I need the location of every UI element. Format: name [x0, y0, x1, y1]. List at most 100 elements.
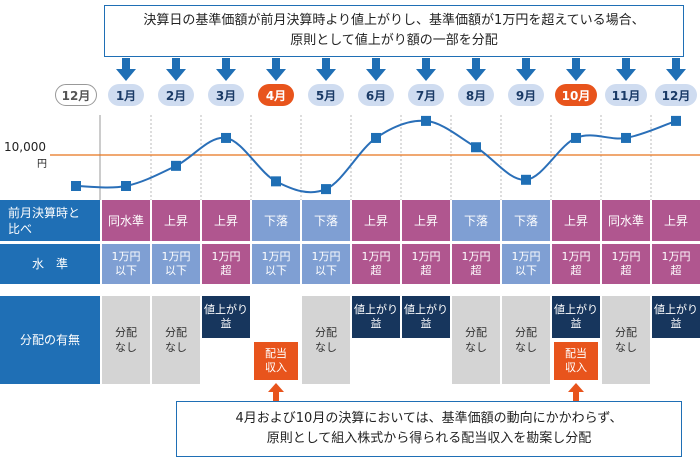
no-distribution-text: なし — [515, 341, 537, 354]
price-line — [75, 119, 677, 194]
month-label: 11月 — [605, 84, 647, 106]
bottom-note-line2: 原則として組入株式から得られる配当収入を勘案し分配 — [266, 431, 592, 446]
gain-distribution-text: 値上がり — [204, 303, 248, 316]
level-cell-text: 超 — [570, 264, 582, 277]
level-cell-text: 以下 — [165, 264, 187, 277]
dividend-distribution-cell: 配当 収入 — [554, 342, 598, 380]
level-cell: 1万円超 — [602, 244, 650, 284]
compare-cell: 上昇 — [352, 200, 400, 241]
gain-distribution-text: 値上がり — [354, 303, 398, 316]
bottom-note-line1: 4月および10月の決算においては、基準価額の動向にかかわらず、 — [235, 411, 623, 426]
data-point — [71, 181, 81, 191]
level-cell-text: 1万円 — [461, 250, 491, 263]
top-note: 決算日の基準価額が前月決算時より値上がりし、基準価額が1万円を超えている場合、 … — [104, 5, 684, 57]
compare-cell: 上昇 — [202, 200, 250, 241]
down-arrow-icon — [166, 58, 186, 81]
level-cell: 1万円 以下 — [502, 244, 550, 284]
dividend-distribution-text: 配当 — [265, 347, 287, 360]
no-distribution-text: なし — [615, 341, 637, 354]
price-chart: 10,000 円 — [4, 115, 700, 200]
data-point — [471, 142, 481, 153]
compare-cell: 上昇 — [652, 200, 700, 241]
month-label: 1月 — [108, 84, 144, 106]
gain-distribution-text: 益 — [670, 317, 682, 330]
down-arrow-icon — [666, 58, 686, 81]
no-distribution-text: 分配 — [315, 326, 337, 339]
distribution-header-label: 分配の有無 — [19, 333, 80, 347]
bottom-note: 4月および10月の決算においては、基準価額の動向にかかわらず、 原則として組入株… — [176, 401, 682, 457]
level-cell-text: 以下 — [115, 264, 137, 277]
level-cell-text: 超 — [670, 264, 682, 277]
down-arrow-icon — [416, 58, 436, 81]
gain-distribution-text: 益 — [420, 317, 432, 330]
month-label: 12月 — [655, 84, 697, 106]
compare-header-line1: 前月決算時と — [8, 205, 81, 220]
up-arrow-icon — [268, 383, 284, 401]
gain-distribution-text: 値上がり — [554, 303, 598, 316]
level-cell-text: 超 — [420, 264, 432, 277]
month-label: 8月 — [458, 84, 494, 106]
no-distribution-text: 分配 — [165, 326, 187, 339]
down-arrow-icon — [216, 58, 236, 81]
month-label: 5月 — [308, 84, 344, 106]
level-cell: 1万円超 — [352, 244, 400, 284]
compare-cell: 上昇 — [552, 200, 600, 241]
gain-distribution-cell: 値上がり益 — [402, 296, 450, 338]
no-distribution-text: 分配 — [115, 326, 137, 339]
data-point — [121, 181, 131, 191]
gain-distribution-text: 値上がり — [404, 303, 448, 316]
level-cell-text: 1万円 — [311, 250, 341, 263]
data-point — [371, 132, 381, 143]
compare-cell: 上昇 — [152, 200, 200, 241]
level-cell-text: 1万円 — [511, 250, 541, 263]
level-cell-text: 超 — [470, 264, 482, 277]
level-cell-text: 以下 — [265, 264, 287, 277]
month-label: 7月 — [408, 84, 444, 106]
level-cell-text: 1万円 — [411, 250, 441, 263]
up-arrow-icon — [568, 383, 584, 401]
level-cell-text: 1万円 — [561, 250, 591, 263]
data-point — [171, 160, 181, 171]
level-row-header: 水 準 — [0, 244, 100, 284]
level-cell: 1万円 以下 — [102, 244, 150, 284]
no-distribution-text: 分配 — [615, 326, 637, 339]
top-note-line2: 原則として値上がり額の一部を分配 — [290, 33, 498, 48]
down-arrow-icon — [116, 58, 136, 81]
level-cell: 1万円超 — [402, 244, 450, 284]
data-point — [321, 184, 331, 195]
compare-cell: 同水準 — [102, 200, 150, 241]
compare-header-line2: 比べ — [8, 221, 33, 236]
level-header-label: 水 準 — [31, 257, 68, 271]
month-label: 9月 — [508, 84, 544, 106]
level-cell-text: 1万円 — [211, 250, 241, 263]
data-point — [571, 132, 581, 143]
level-cell: 1万円超 — [552, 244, 600, 284]
month-label: 3月 — [208, 84, 244, 106]
gain-distribution-cell: 値上がり益 — [352, 296, 400, 338]
month-label: 2月 — [158, 84, 194, 106]
dividend-distribution-text: 配当 — [565, 347, 587, 360]
down-arrow-icon — [516, 58, 536, 81]
data-point — [671, 115, 681, 126]
level-cell: 1万円 以下 — [252, 244, 300, 284]
data-point — [271, 176, 281, 187]
level-cell-text: 1万円 — [361, 250, 391, 263]
down-arrow-icon — [616, 58, 636, 81]
down-arrow-icon — [366, 58, 386, 81]
compare-cell: 下落 — [302, 200, 350, 241]
no-distribution-cell: 分配 なし — [102, 296, 150, 384]
level-cell-text: 以下 — [315, 264, 337, 277]
level-cell-text: 1万円 — [261, 250, 291, 263]
compare-cell: 同水準 — [602, 200, 650, 241]
compare-cell: 下落 — [502, 200, 550, 241]
gain-distribution-text: 益 — [370, 317, 382, 330]
month-label: 12月 — [55, 84, 97, 106]
no-distribution-cell: 分配 なし — [302, 296, 350, 384]
down-arrow-icon — [466, 58, 486, 81]
level-cell-text: 超 — [370, 264, 382, 277]
no-distribution-cell: 分配 なし — [502, 296, 550, 384]
compare-row-header: 前月決算時と 比べ — [0, 200, 100, 241]
level-cell-text: 1万円 — [661, 250, 691, 263]
no-distribution-text: なし — [115, 341, 137, 354]
level-cell-text: 1万円 — [161, 250, 191, 263]
